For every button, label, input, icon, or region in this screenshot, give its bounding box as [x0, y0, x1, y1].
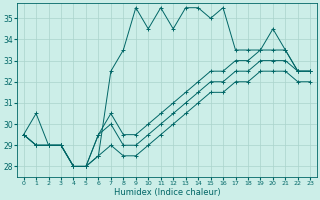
- X-axis label: Humidex (Indice chaleur): Humidex (Indice chaleur): [114, 188, 220, 197]
